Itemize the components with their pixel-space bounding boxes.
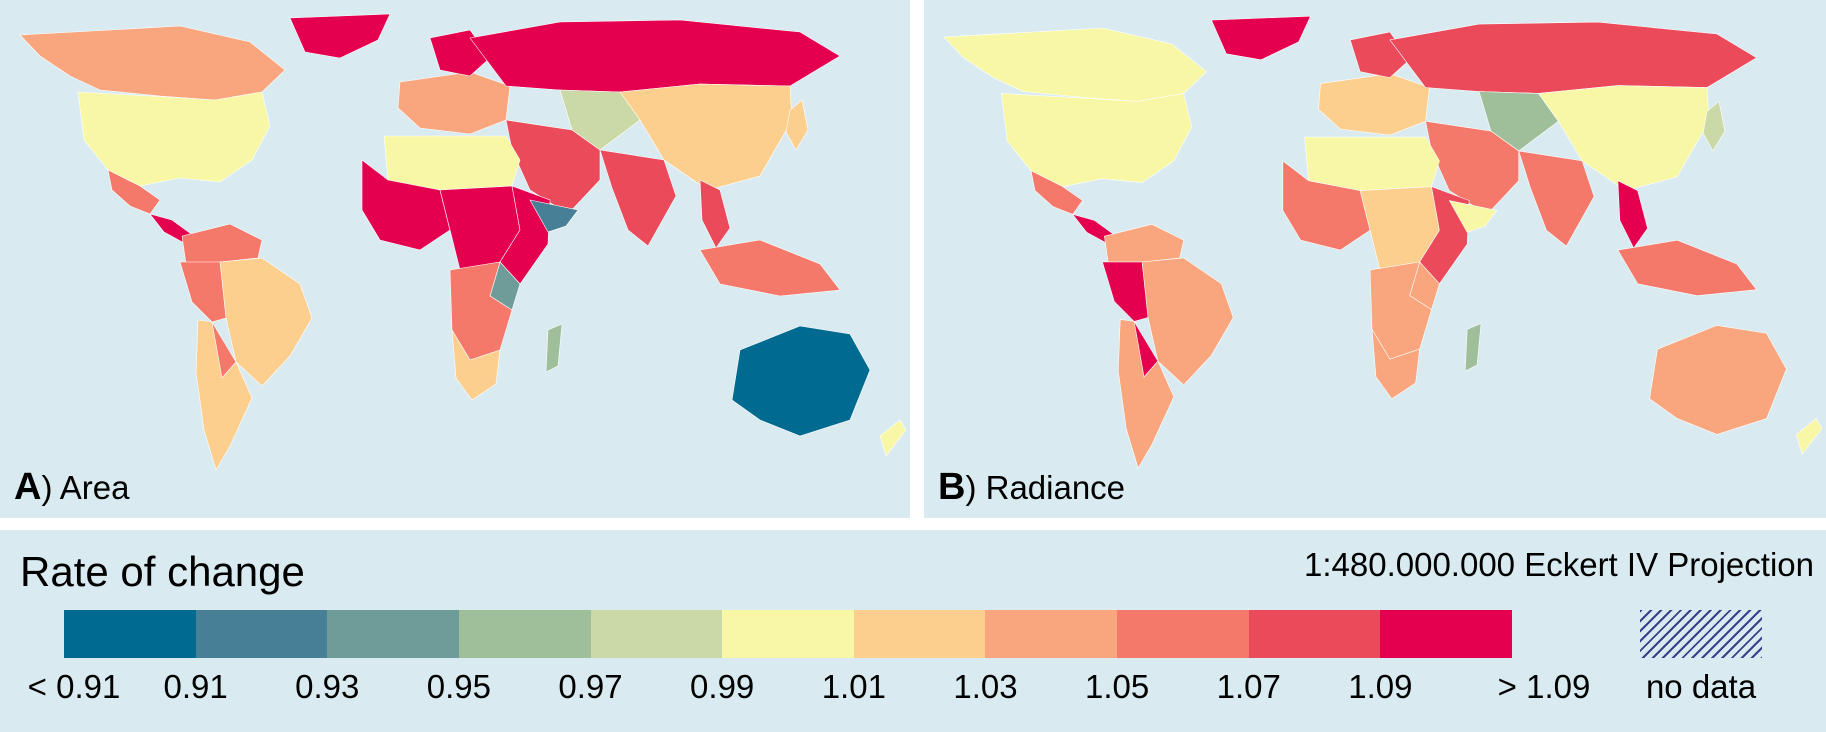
color-swatch [327,610,459,658]
color-swatch [853,610,986,658]
world-map-radiance [943,15,1823,469]
color-swatch [1117,610,1249,658]
color-scale-ticks: < 0.91 0.91 0.93 0.95 0.97 0.99 1.01 1.03 1.05 1.… [0,668,1591,718]
region-madagascar [545,323,563,373]
scale-tick-label: 0.99 [690,668,755,705]
panel-label-area: A) Area [14,466,130,509]
region-west-africa [1282,160,1371,251]
world-map-area [19,13,907,471]
region-australia [1649,325,1787,435]
region-peru [1102,261,1149,322]
region-australia [731,325,871,437]
region-south-africa [451,329,501,401]
color-swatch [590,610,723,658]
region-russia [469,19,841,93]
scale-tick-label: 0.93 [295,668,360,705]
no-data-swatch [1640,610,1762,658]
scale-tick-label: 0.91 [163,668,228,705]
region-europe [397,71,511,135]
scale-tick-label: 1.01 [821,668,886,705]
color-swatch [195,610,328,658]
scale-tick-label: < 0.91 [27,668,121,705]
region-north-america-north [943,27,1207,102]
region-southeast-asia [1617,180,1648,249]
region-brazil [219,257,313,387]
region-madagascar [1464,322,1482,372]
region-peru [179,261,227,323]
panel-title: ) Radiance [965,469,1126,506]
region-india [599,149,677,247]
scale-tick-label: 1.05 [1084,668,1150,705]
color-swatch [1380,610,1513,658]
scale-tick-label: 0.95 [426,668,492,705]
region-southeast-asia [699,179,731,249]
region-horn [1448,200,1498,233]
region-central-asia [559,89,641,151]
scale-projection-text: 1:480.000.000 Eckert IV Projection [1304,546,1814,583]
region-usa [77,91,271,187]
region-russia [1389,21,1758,94]
color-swatch [1248,610,1381,658]
legend-title: Rate of change [20,548,305,595]
map-panel-radiance: B) Radiance [924,0,1826,518]
region-chile-argentina [1117,319,1175,469]
region-europe [1318,73,1430,136]
region-central-asia [1478,91,1559,152]
region-japan [785,99,809,151]
color-swatch [985,610,1118,658]
region-usa [1000,93,1192,187]
color-swatch [722,610,854,658]
region-south-america-north [181,223,263,265]
region-new-zealand [879,419,907,457]
region-indonesia [1617,239,1758,296]
map-panel-area: A) Area [0,0,910,518]
scale-tick-label: 1.09 [1348,668,1413,705]
legend: Rate of change 1:480.000.000 Eckert IV P… [0,530,1826,732]
region-south-africa [1371,329,1420,400]
region-horn [529,199,579,233]
region-north-africa [1304,136,1440,191]
region-north-africa [383,135,521,191]
scale-tick-label: 1.07 [1216,668,1281,705]
panel-label-radiance: B) Radiance [938,466,1125,509]
region-china [1538,85,1710,191]
region-chile-argentina [195,319,253,471]
region-north-america-north [19,25,286,101]
color-swatch [64,610,196,658]
panel-letter: A [14,466,42,508]
region-new-zealand [1795,418,1823,455]
panel-title: ) Area [41,469,130,506]
region-south-america-north [1104,223,1185,265]
region-greenland [289,13,391,59]
panel-letter: B [938,466,966,508]
region-china [619,83,793,191]
scale-tick-label: 1.03 [953,668,1018,705]
region-brazil [1141,257,1234,386]
region-west-africa [361,159,451,251]
scale-tick-label: 0.97 [558,668,623,705]
region-indonesia [699,239,841,297]
color-scale-bar [64,610,1513,658]
region-india [1518,150,1595,247]
region-greenland [1211,15,1312,61]
scale-tick-label: > 1.09 [1497,668,1591,705]
color-swatch [458,610,591,658]
region-japan [1702,100,1726,152]
no-data-label: no data [1645,668,1757,705]
